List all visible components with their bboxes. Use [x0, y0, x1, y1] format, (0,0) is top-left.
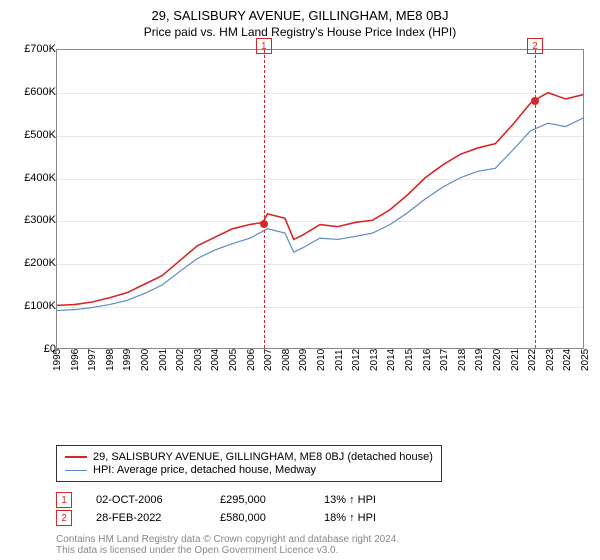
legend-swatch: [65, 456, 87, 458]
x-tick-label: 2008: [281, 349, 292, 371]
x-tick-label: 2013: [369, 349, 380, 371]
x-tick-label: 1995: [52, 349, 63, 371]
marker-point: [260, 220, 268, 228]
x-tick-label: 2017: [439, 349, 450, 371]
x-tick-label: 2022: [527, 349, 538, 371]
marker-point: [531, 97, 539, 105]
page-subtitle: Price paid vs. HM Land Registry's House …: [12, 25, 588, 39]
page-title: 29, SALISBURY AVENUE, GILLINGHAM, ME8 0B…: [12, 8, 588, 23]
x-tick-label: 2018: [457, 349, 468, 371]
footer-line: Contains HM Land Registry data © Crown c…: [56, 534, 588, 545]
y-tick-label: £700K: [12, 43, 56, 55]
y-tick-label: £0: [12, 343, 56, 355]
marker-dash: [535, 50, 536, 348]
x-tick-label: 2011: [334, 349, 345, 371]
marker-dash: [264, 50, 265, 348]
chart: £0 £100K £200K £300K £400K £500K £600K £700K 12…: [12, 45, 588, 439]
chart-legend: 29, SALISBURY AVENUE, GILLINGHAM, ME8 0B…: [56, 445, 442, 482]
x-tick-label: 2000: [140, 349, 151, 371]
legend-label: 29, SALISBURY AVENUE, GILLINGHAM, ME8 0B…: [93, 451, 433, 463]
legend-item: HPI: Average price, detached house, Medw…: [65, 464, 433, 476]
marker-id-box: 1: [56, 492, 72, 508]
y-tick-label: £100K: [12, 300, 56, 312]
marker-date: 02-OCT-2006: [96, 494, 196, 506]
x-tick-label: 1996: [70, 349, 81, 371]
x-tick-label: 2021: [510, 349, 521, 371]
footer: Contains HM Land Registry data © Crown c…: [56, 534, 588, 556]
chart-plot-area: 12: [56, 49, 584, 349]
marker-id-box: 2: [56, 510, 72, 526]
marker-flag: 1: [256, 38, 272, 54]
x-tick-label: 2010: [316, 349, 327, 371]
marker-row: 2 28-FEB-2022 £580,000 18% ↑ HPI: [56, 510, 588, 526]
x-tick-label: 2015: [404, 349, 415, 371]
x-tick-label: 1999: [122, 349, 133, 371]
marker-price: £295,000: [220, 494, 300, 506]
x-tick-label: 2025: [580, 349, 591, 371]
marker-date: 28-FEB-2022: [96, 512, 196, 524]
x-tick-label: 2014: [386, 349, 397, 371]
x-tick-label: 2012: [351, 349, 362, 371]
marker-table: 1 02-OCT-2006 £295,000 13% ↑ HPI 2 28-FEB-202…: [56, 490, 588, 528]
y-tick-label: £300K: [12, 214, 56, 226]
x-tick-label: 1997: [87, 349, 98, 371]
x-tick-label: 2009: [298, 349, 309, 371]
marker-row: 1 02-OCT-2006 £295,000 13% ↑ HPI: [56, 492, 588, 508]
series-line-price_paid: [57, 93, 583, 306]
x-tick-label: 2024: [562, 349, 573, 371]
legend-item: 29, SALISBURY AVENUE, GILLINGHAM, ME8 0B…: [65, 451, 433, 463]
y-tick-label: £200K: [12, 257, 56, 269]
marker-hpi-delta: 18% ↑ HPI: [324, 512, 376, 524]
legend-label: HPI: Average price, detached house, Medw…: [93, 464, 316, 476]
x-tick-label: 2006: [246, 349, 257, 371]
marker-flag: 2: [527, 38, 543, 54]
footer-line: This data is licensed under the Open Gov…: [56, 545, 588, 556]
marker-price: £580,000: [220, 512, 300, 524]
x-tick-label: 2003: [193, 349, 204, 371]
x-tick-label: 1998: [105, 349, 116, 371]
x-tick-label: 2007: [263, 349, 274, 371]
x-tick-label: 2001: [158, 349, 169, 371]
y-tick-label: £600K: [12, 86, 56, 98]
x-tick-label: 2004: [210, 349, 221, 371]
x-tick-label: 2002: [175, 349, 186, 371]
x-tick-label: 2016: [422, 349, 433, 371]
y-tick-label: £500K: [12, 129, 56, 141]
x-tick-label: 2005: [228, 349, 239, 371]
y-tick-label: £400K: [12, 172, 56, 184]
x-tick-label: 2020: [492, 349, 503, 371]
x-tick-label: 2023: [545, 349, 556, 371]
marker-hpi-delta: 13% ↑ HPI: [324, 494, 376, 506]
series-line-hpi: [57, 118, 583, 310]
x-tick-label: 2019: [474, 349, 485, 371]
legend-swatch: [65, 470, 87, 471]
